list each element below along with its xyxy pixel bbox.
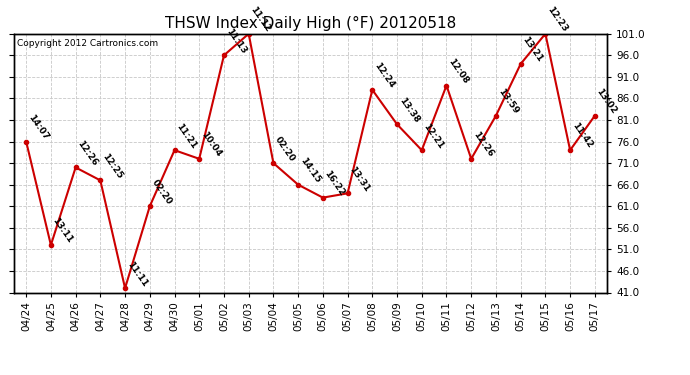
- Text: 12:26: 12:26: [471, 130, 495, 159]
- Text: 13:31: 13:31: [348, 165, 371, 194]
- Text: 12:23: 12:23: [545, 5, 569, 34]
- Text: 11:21: 11:21: [175, 122, 198, 150]
- Text: 10:04: 10:04: [199, 130, 223, 159]
- Text: 02:20: 02:20: [150, 178, 173, 206]
- Text: 13:11: 13:11: [51, 216, 75, 245]
- Text: 12:25: 12:25: [100, 152, 124, 180]
- Text: 12:24: 12:24: [373, 61, 396, 90]
- Text: 13:38: 13:38: [397, 96, 421, 124]
- Text: 13:21: 13:21: [521, 35, 544, 64]
- Text: 16:22: 16:22: [323, 169, 346, 198]
- Title: THSW Index Daily High (°F) 20120518: THSW Index Daily High (°F) 20120518: [165, 16, 456, 31]
- Text: 11:11: 11:11: [125, 260, 149, 288]
- Text: 12:26: 12:26: [76, 139, 99, 167]
- Text: 14:15: 14:15: [298, 156, 322, 185]
- Text: 13:59: 13:59: [496, 87, 520, 116]
- Text: 11:12: 11:12: [248, 5, 273, 34]
- Text: 11:13: 11:13: [224, 27, 248, 56]
- Text: 14:07: 14:07: [26, 113, 50, 142]
- Text: 11:42: 11:42: [570, 122, 594, 150]
- Text: 12:08: 12:08: [446, 57, 470, 86]
- Text: 02:20: 02:20: [273, 135, 297, 163]
- Text: 12:21: 12:21: [422, 122, 446, 150]
- Text: 13:02: 13:02: [595, 87, 618, 116]
- Text: Copyright 2012 Cartronics.com: Copyright 2012 Cartronics.com: [17, 39, 158, 48]
